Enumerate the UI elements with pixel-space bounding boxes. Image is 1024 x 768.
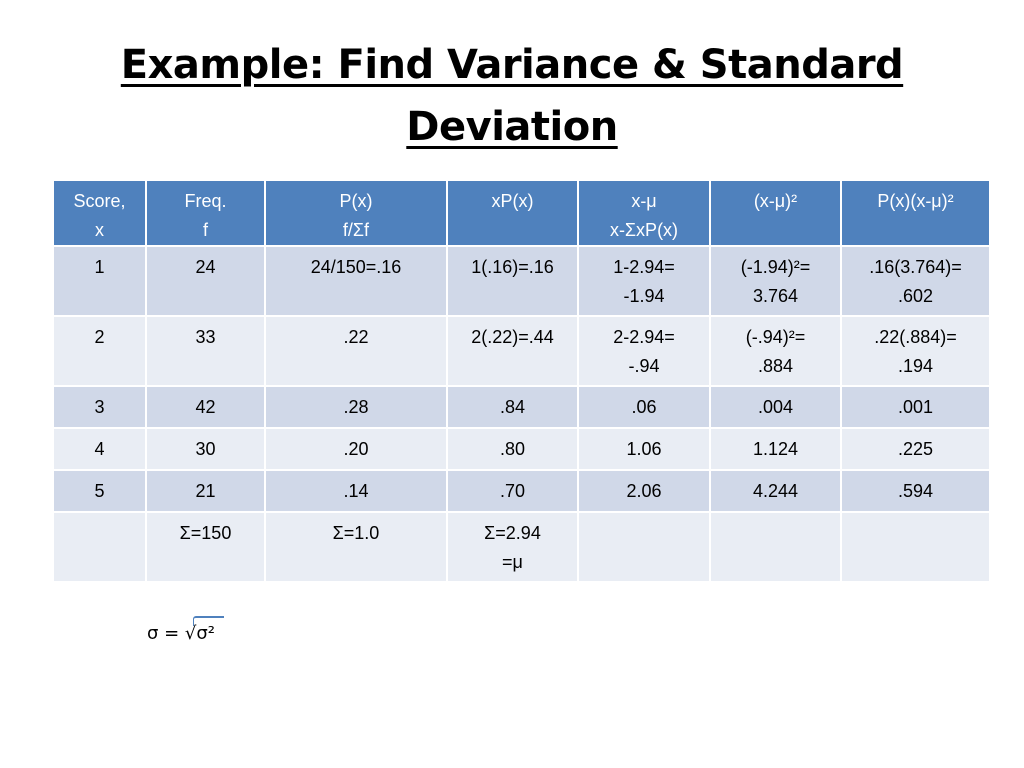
header-frequency: Freq. f xyxy=(145,179,266,247)
cell-score: 1 xyxy=(52,245,147,317)
cell-weighted-squared-deviation: .594 xyxy=(840,469,991,513)
slide-title-line-2: Deviation xyxy=(406,104,618,150)
cell-weighted-squared-deviation: .16(3.764)= .602 xyxy=(840,245,991,317)
header-xpx: xP(x) xyxy=(446,179,579,247)
cell-score: 5 xyxy=(52,469,147,513)
cell-xpx: .70 xyxy=(446,469,579,513)
cell-score: 2 xyxy=(52,315,147,387)
slide-title-line-1: Example: Find Variance & Standard xyxy=(120,42,904,88)
cell-probability: 24/150=.16 xyxy=(264,245,448,317)
cell-xpx: 2(.22)=.44 xyxy=(446,315,579,387)
cell-frequency: 33 xyxy=(145,315,266,387)
cell-deviation: 1-2.94= -1.94 xyxy=(577,245,711,317)
cell-xpx: 1(.16)=.16 xyxy=(446,245,579,317)
table-row: 4 30.20.80 1.06 1.124.225 xyxy=(52,427,991,471)
cell-probability: .22 xyxy=(264,315,448,387)
header-probability: P(x) f/Σf xyxy=(264,179,448,247)
cell-deviation: 2-2.94= -.94 xyxy=(577,315,711,387)
cell-probability: .20 xyxy=(264,427,448,471)
cell-probability: Σ=1.0 xyxy=(264,511,448,583)
cell-score: 4 xyxy=(52,427,147,471)
table-row: 2 33.22 2(.22)=.44 2-2.94= -.94 (-.94)²= .884.… xyxy=(52,315,991,387)
table-row: 1 24 24/150=.16 1(.16)=.16 1-2.94= -1.94 (-1.9… xyxy=(52,245,991,317)
cell-squared-deviation: (-.94)²= .884 xyxy=(709,315,842,387)
table-row: 3 42.28.84.06.004.001 xyxy=(52,385,991,429)
cell-squared-deviation: (-1.94)²= 3.764 xyxy=(709,245,842,317)
cell-deviation: 1.06 xyxy=(577,427,711,471)
cell-frequency: Σ=150 xyxy=(145,511,266,583)
std-dev-formula: σ = √σ² xyxy=(147,623,216,644)
cell-score xyxy=(52,511,147,583)
table-row: 5 21.14.70 2.06 4.244.594 xyxy=(52,469,991,513)
variance-table: Score, x Freq. f P(x) f/Σf xP(x) x-μ x-ΣxP(x… xyxy=(52,179,991,583)
header-row: Score, x Freq. f P(x) f/Σf xP(x) x-μ x-ΣxP(x… xyxy=(52,179,991,247)
cell-score: 3 xyxy=(52,385,147,429)
cell-frequency: 30 xyxy=(145,427,266,471)
cell-xpx: Σ=2.94 =μ xyxy=(446,511,579,583)
header-deviation: x-μ x-ΣxP(x) xyxy=(577,179,711,247)
slide-title: Example: Find Variance & Standard Deviat… xyxy=(60,34,964,158)
header-score: Score, x xyxy=(52,179,147,247)
cell-weighted-squared-deviation: .001 xyxy=(840,385,991,429)
cell-deviation: 2.06 xyxy=(577,469,711,513)
cell-probability: .28 xyxy=(264,385,448,429)
table-row: Σ=150 Σ=1.0 Σ=2.94 =μ xyxy=(52,511,991,583)
cell-weighted-squared-deviation: .22(.884)= .194 xyxy=(840,315,991,387)
cell-probability: .14 xyxy=(264,469,448,513)
header-weighted-squared-deviation: P(x)(x-μ)² xyxy=(840,179,991,247)
cell-squared-deviation xyxy=(709,511,842,583)
cell-squared-deviation: 1.124 xyxy=(709,427,842,471)
table-body: 1 24 24/150=.16 1(.16)=.16 1-2.94= -1.94 (-1.9… xyxy=(52,245,991,583)
cell-deviation xyxy=(577,511,711,583)
cell-frequency: 21 xyxy=(145,469,266,513)
cell-squared-deviation: .004 xyxy=(709,385,842,429)
cell-xpx: .84 xyxy=(446,385,579,429)
header-squared-deviation: (x-μ)² xyxy=(709,179,842,247)
cell-xpx: .80 xyxy=(446,427,579,471)
cell-frequency: 42 xyxy=(145,385,266,429)
cell-weighted-squared-deviation xyxy=(840,511,991,583)
radical-overline xyxy=(193,616,224,626)
cell-squared-deviation: 4.244 xyxy=(709,469,842,513)
cell-frequency: 24 xyxy=(145,245,266,317)
cell-deviation: .06 xyxy=(577,385,711,429)
cell-weighted-squared-deviation: .225 xyxy=(840,427,991,471)
